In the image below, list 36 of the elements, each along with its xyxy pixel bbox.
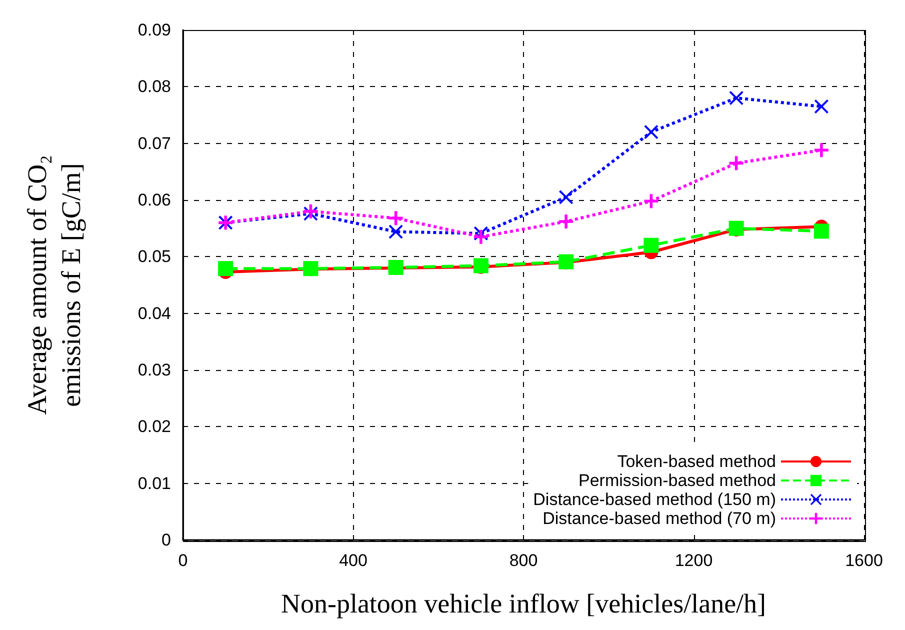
- y-tick-label: 0.06: [138, 190, 171, 210]
- legend-label: Distance-based method (70 m): [542, 509, 776, 528]
- y-tick-label: 0.07: [138, 134, 171, 153]
- y-axis-title: Average amount of CO₂ emissions of E [gC/m]: [22, 154, 86, 416]
- y-tick-label: 0.03: [138, 360, 171, 380]
- y-tick-label: 0: [162, 530, 171, 550]
- point: [559, 190, 574, 204]
- point: [644, 125, 658, 139]
- point: [388, 224, 403, 239]
- y-tick-label: 0.04: [138, 304, 171, 323]
- x-tick-label: 1600: [845, 551, 883, 570]
- x-tick-label: 400: [339, 551, 368, 570]
- point: [218, 261, 234, 276]
- y-tick-label: 0.01: [138, 474, 171, 493]
- point: [814, 100, 828, 114]
- point: [644, 194, 658, 208]
- legend-label: Permission-based method: [578, 471, 776, 490]
- y-tick-label: 0.05: [138, 247, 171, 266]
- x-axis-title: Non-platoon vehicle inflow [vehicles/lane/h]: [280, 588, 766, 618]
- y-tick-label: 0.02: [138, 417, 171, 436]
- point: [304, 204, 318, 218]
- point: [729, 156, 744, 170]
- point: [559, 214, 574, 229]
- x-tick-label: 0: [178, 551, 188, 570]
- point: [729, 91, 744, 105]
- point: [644, 238, 659, 253]
- x-tick-label: 800: [509, 551, 538, 570]
- point: [814, 224, 829, 239]
- legend-label: Token-based method: [617, 452, 776, 471]
- legend-label: Distance-based method (150 m): [533, 490, 776, 509]
- point: [388, 211, 403, 226]
- point: [814, 143, 828, 158]
- y-tick-label: 0.09: [138, 20, 171, 40]
- y-tick-label: 0.08: [138, 77, 171, 96]
- x-tick-label: 1200: [674, 551, 713, 570]
- point: [474, 230, 488, 244]
